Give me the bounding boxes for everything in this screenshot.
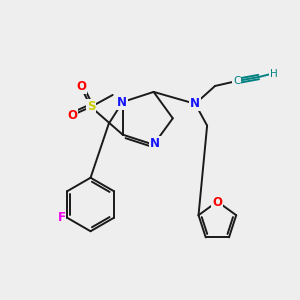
- Text: F: F: [57, 212, 65, 224]
- Text: O: O: [67, 109, 77, 122]
- Text: O: O: [212, 196, 222, 209]
- Text: N: N: [150, 137, 160, 150]
- Text: C: C: [233, 76, 241, 86]
- Text: N: N: [117, 97, 127, 110]
- Text: N: N: [190, 97, 200, 110]
- Text: S: S: [87, 100, 95, 113]
- Text: H: H: [270, 69, 278, 79]
- Text: O: O: [76, 80, 86, 93]
